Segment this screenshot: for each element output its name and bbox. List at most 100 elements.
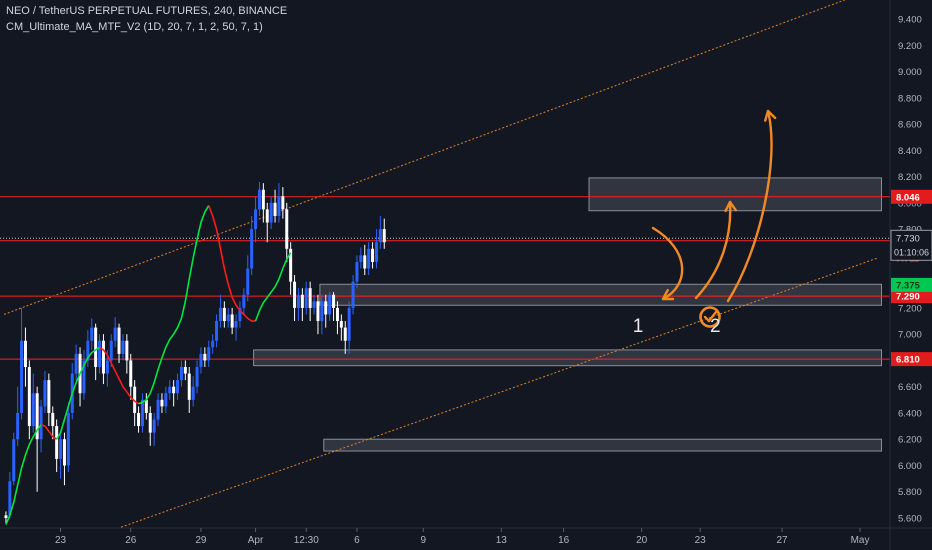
candle[interactable] bbox=[12, 432, 16, 486]
candle[interactable] bbox=[320, 294, 324, 335]
candle[interactable] bbox=[199, 347, 203, 374]
candle[interactable] bbox=[187, 366, 191, 413]
candle[interactable] bbox=[378, 215, 382, 249]
candle[interactable] bbox=[51, 406, 55, 440]
candle[interactable] bbox=[211, 334, 215, 354]
candle[interactable] bbox=[312, 294, 316, 315]
candle[interactable] bbox=[238, 301, 242, 328]
candle[interactable] bbox=[285, 202, 289, 262]
candle[interactable] bbox=[16, 386, 20, 446]
candle[interactable] bbox=[66, 402, 70, 473]
candle[interactable] bbox=[59, 432, 63, 479]
candle[interactable] bbox=[218, 294, 222, 328]
candle[interactable] bbox=[86, 330, 90, 367]
candle[interactable] bbox=[125, 334, 129, 374]
candle[interactable] bbox=[273, 189, 277, 223]
candle[interactable] bbox=[332, 292, 336, 322]
candle[interactable] bbox=[230, 307, 234, 335]
candle[interactable] bbox=[164, 386, 168, 413]
candle[interactable] bbox=[347, 301, 351, 354]
candle[interactable] bbox=[47, 373, 51, 427]
candle[interactable] bbox=[133, 380, 137, 427]
annotation-arrow[interactable] bbox=[651, 226, 684, 301]
candle[interactable] bbox=[156, 393, 160, 427]
candle[interactable] bbox=[117, 323, 121, 364]
candle[interactable] bbox=[343, 321, 347, 354]
candle[interactable] bbox=[328, 292, 332, 322]
candle[interactable] bbox=[82, 349, 86, 400]
candle[interactable] bbox=[363, 244, 367, 276]
candle[interactable] bbox=[113, 317, 117, 348]
candle[interactable] bbox=[304, 281, 308, 315]
candle[interactable] bbox=[62, 432, 66, 486]
candle[interactable] bbox=[176, 373, 180, 400]
candle[interactable] bbox=[148, 406, 152, 446]
candle[interactable] bbox=[152, 412, 156, 446]
candle[interactable] bbox=[121, 334, 125, 361]
candle[interactable] bbox=[215, 314, 219, 348]
candle[interactable] bbox=[374, 229, 378, 269]
candle[interactable] bbox=[168, 380, 172, 400]
zone-box[interactable] bbox=[319, 283, 882, 306]
candle[interactable] bbox=[179, 360, 183, 387]
candle[interactable] bbox=[265, 202, 269, 243]
candle[interactable] bbox=[355, 255, 359, 289]
candle[interactable] bbox=[269, 196, 273, 230]
candle[interactable] bbox=[101, 334, 105, 385]
candle[interactable] bbox=[98, 334, 102, 374]
candle[interactable] bbox=[234, 314, 238, 341]
candle[interactable] bbox=[300, 288, 304, 322]
candle[interactable] bbox=[339, 314, 343, 341]
candle[interactable] bbox=[335, 301, 339, 335]
candle[interactable] bbox=[94, 323, 98, 381]
candle[interactable] bbox=[359, 247, 363, 269]
candle[interactable] bbox=[316, 294, 320, 335]
indicator-title[interactable]: CM_Ultimate_MA_MTF_V2 (1D, 20, 7, 1, 2, … bbox=[6, 21, 263, 33]
candle[interactable] bbox=[242, 288, 246, 315]
candle[interactable] bbox=[20, 307, 24, 420]
candle[interactable] bbox=[129, 353, 133, 400]
candle[interactable] bbox=[90, 318, 94, 350]
zone-box[interactable] bbox=[253, 349, 883, 367]
candle[interactable] bbox=[382, 218, 386, 249]
candle[interactable] bbox=[261, 183, 265, 223]
candle[interactable] bbox=[293, 275, 297, 322]
candle[interactable] bbox=[371, 242, 375, 269]
candle[interactable] bbox=[254, 196, 258, 243]
channel-line[interactable] bbox=[120, 257, 878, 528]
candle[interactable] bbox=[367, 242, 371, 276]
candle[interactable] bbox=[172, 380, 176, 407]
channel-line[interactable] bbox=[3, 0, 846, 315]
candle[interactable] bbox=[222, 301, 226, 328]
candle[interactable] bbox=[257, 181, 261, 216]
candle[interactable] bbox=[55, 419, 59, 473]
candle[interactable] bbox=[183, 360, 187, 381]
candle[interactable] bbox=[289, 242, 293, 295]
candle[interactable] bbox=[246, 255, 250, 302]
candle[interactable] bbox=[140, 393, 144, 433]
candle[interactable] bbox=[277, 183, 281, 223]
candle[interactable] bbox=[43, 370, 47, 413]
annotation-arrow[interactable] bbox=[726, 109, 773, 303]
candle[interactable] bbox=[23, 327, 27, 387]
candle[interactable] bbox=[324, 294, 328, 328]
candle[interactable] bbox=[281, 187, 285, 219]
zone-box[interactable] bbox=[588, 177, 882, 212]
candle[interactable] bbox=[308, 281, 312, 322]
candle[interactable] bbox=[160, 393, 164, 413]
candle[interactable] bbox=[226, 307, 230, 328]
zone-box[interactable] bbox=[323, 438, 882, 452]
candle[interactable] bbox=[351, 275, 355, 315]
candle[interactable] bbox=[74, 344, 78, 385]
candle[interactable] bbox=[191, 376, 195, 407]
candle[interactable] bbox=[296, 288, 300, 322]
candle[interactable] bbox=[203, 347, 207, 367]
candle[interactable] bbox=[31, 373, 35, 433]
candle[interactable] bbox=[8, 472, 12, 518]
candle[interactable] bbox=[4, 511, 8, 524]
candle[interactable] bbox=[137, 406, 141, 433]
candle[interactable] bbox=[195, 360, 199, 394]
candle[interactable] bbox=[250, 215, 254, 276]
candle[interactable] bbox=[35, 386, 39, 492]
